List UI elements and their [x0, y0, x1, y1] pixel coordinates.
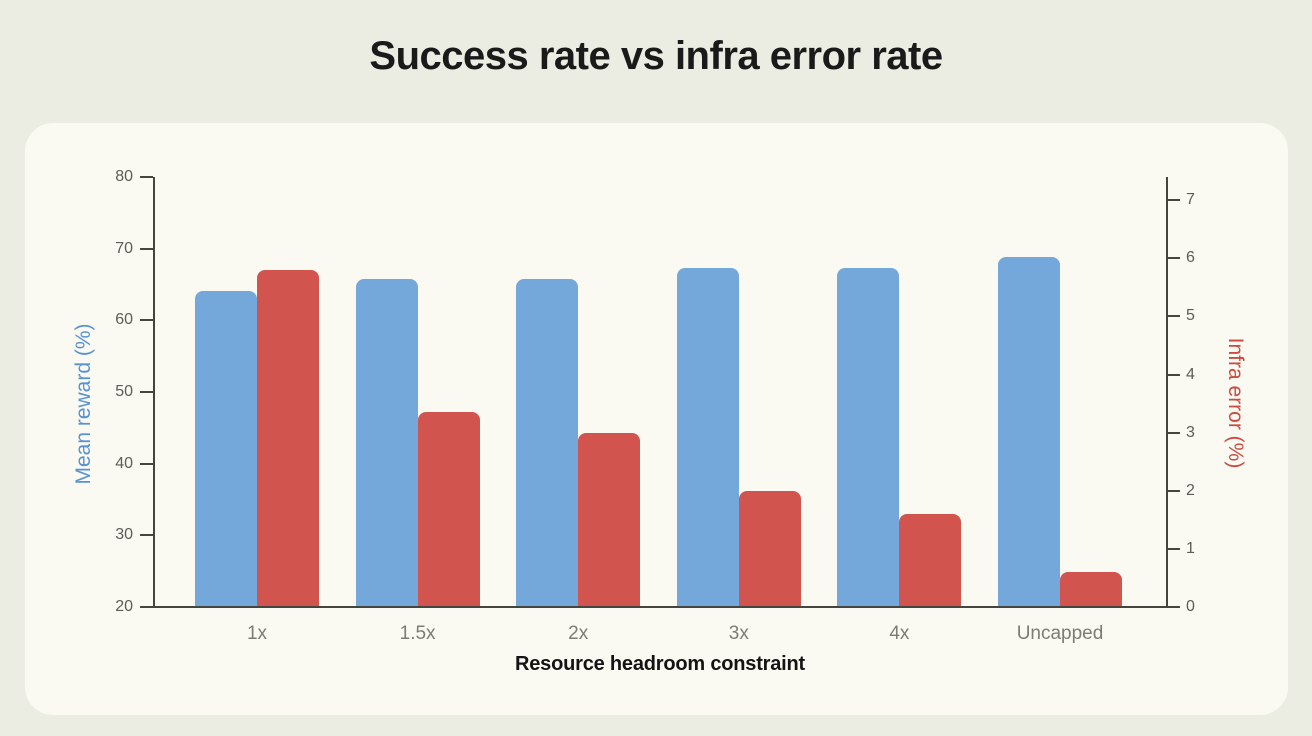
- x-tick-label-Uncapped: Uncapped: [1016, 623, 1104, 644]
- right-tick-mark-2: [1167, 489, 1180, 492]
- left-tick-label-30: 30: [115, 526, 133, 544]
- right-axis-spine: [1165, 177, 1168, 607]
- right-tick-label-0: 0: [1186, 598, 1195, 615]
- x-tick-label-4x: 4x: [889, 623, 910, 644]
- x-tick-label-1x: 1x: [246, 623, 268, 644]
- left-tick-label-50: 50: [115, 383, 133, 400]
- right-tick-mark-3: [1167, 431, 1180, 434]
- mean-reward-bar-1x: [195, 290, 257, 607]
- x-axis-title: Resource headroom constraint: [514, 653, 806, 675]
- right-tick-mark-1: [1167, 547, 1180, 550]
- left-tick-label-80: 80: [115, 168, 133, 185]
- right-tick-mark-6: [1167, 257, 1180, 260]
- left-tick-mark-40: [140, 462, 153, 465]
- left-tick-mark-60: [140, 319, 153, 322]
- left-tick-label-60: 60: [115, 311, 133, 329]
- mean-reward-bar-Uncapped: [998, 256, 1060, 607]
- infra-error-bar-4x: [899, 514, 962, 607]
- mean-reward-bar-2x: [516, 279, 579, 607]
- right-tick-mark-4: [1167, 373, 1180, 376]
- right-tick-label-5: 5: [1186, 307, 1195, 325]
- left-tick-label-40: 40: [115, 454, 133, 472]
- mean-reward-bar-4x: [837, 268, 900, 607]
- infra-error-bar-Uncapped: [1060, 572, 1122, 607]
- left-axis-spine: [152, 177, 155, 607]
- left-tick-mark-70: [140, 247, 153, 250]
- left-tick-mark-50: [140, 391, 153, 393]
- left-tick-mark-80: [140, 176, 153, 178]
- right-tick-label-3: 3: [1186, 423, 1195, 441]
- x-tick-label-2x: 2x: [568, 623, 589, 644]
- infra-error-bar-1.5x: [417, 412, 480, 607]
- right-tick-label-4: 4: [1186, 365, 1195, 383]
- infra-error-bar-2x: [578, 432, 641, 607]
- right-tick-label-6: 6: [1186, 249, 1195, 267]
- chart-title: Success rate vs infra error rate: [369, 34, 943, 78]
- x-tick-label-3x: 3x: [728, 623, 749, 644]
- infra-error-bar-3x: [738, 490, 801, 607]
- right-tick-label-1: 1: [1186, 539, 1195, 557]
- x-tick-label-1.5x: 1.5x: [399, 623, 436, 644]
- right-tick-label-7: 7: [1186, 191, 1195, 209]
- mean-reward-bar-1.5x: [355, 279, 418, 607]
- infra-error-bar-1x: [257, 269, 319, 607]
- right-tick-mark-5: [1167, 315, 1180, 318]
- right-tick-mark-7: [1167, 199, 1180, 202]
- right-tick-label-2: 2: [1186, 481, 1195, 499]
- mean-reward-bar-3x: [676, 268, 739, 607]
- left-tick-label-70: 70: [115, 239, 133, 257]
- left-tick-mark-30: [140, 534, 153, 537]
- bottom-axis-spine: [140, 605, 1180, 608]
- left-tick-label-20: 20: [115, 598, 133, 615]
